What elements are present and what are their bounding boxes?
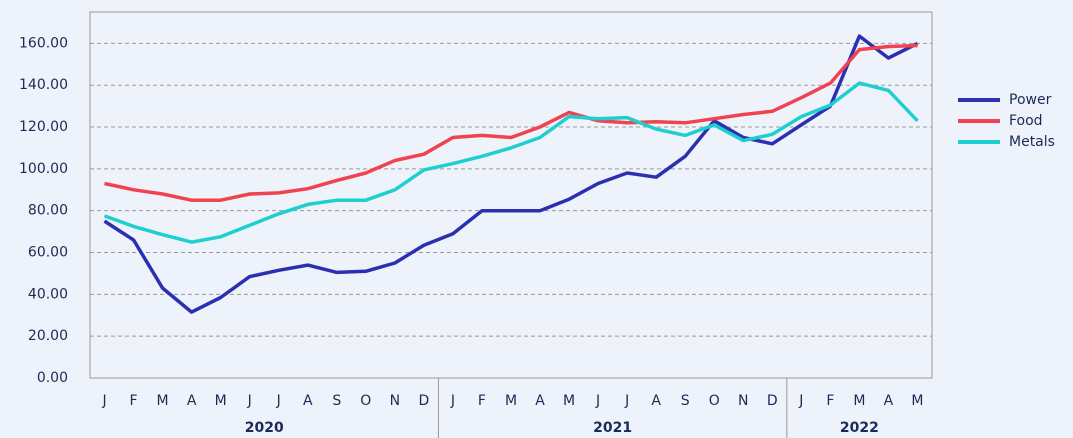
y-tick-label: 80.00 (28, 203, 68, 219)
y-tick-label: 160.00 (19, 35, 68, 51)
x-tick-label: S (332, 393, 341, 409)
x-tick-label: M (157, 393, 169, 409)
year-label: 2022 (840, 420, 879, 436)
x-tick-label: M (853, 393, 865, 409)
x-tick-label: J (595, 393, 600, 409)
x-tick-label: M (911, 393, 923, 409)
y-tick-label: 140.00 (19, 77, 68, 93)
year-label: 2020 (245, 420, 284, 436)
series-line (103, 81, 919, 244)
x-tick-label: A (187, 393, 197, 409)
y-tick-label: 40.00 (28, 286, 68, 302)
legend-label: Food (1009, 113, 1043, 129)
x-tick-label: J (247, 393, 252, 409)
x-tick-label: M (215, 393, 227, 409)
x-tick-label: J (624, 393, 629, 409)
x-tick-label: F (826, 393, 834, 409)
x-tick-label: J (101, 393, 106, 409)
legend-label: Metals (1009, 134, 1055, 150)
legend-label: Power (1009, 92, 1052, 108)
y-tick-label: 60.00 (28, 245, 68, 261)
x-tick-label: S (681, 393, 690, 409)
x-tick-label: D (419, 393, 430, 409)
series-line (103, 34, 919, 314)
x-tick-label: A (535, 393, 545, 409)
x-tick-label: J (798, 393, 803, 409)
y-tick-label: 20.00 (28, 328, 68, 344)
y-tick-label: 0.00 (37, 370, 68, 386)
x-tick-label: M (505, 393, 517, 409)
x-tick-label: A (651, 393, 661, 409)
x-tick-label: O (709, 393, 720, 409)
y-tick-label: 120.00 (19, 119, 68, 135)
x-tick-label: M (563, 393, 575, 409)
year-label: 2021 (593, 420, 632, 436)
x-tick-label: F (130, 393, 138, 409)
x-tick-label: J (450, 393, 455, 409)
x-tick-label: A (303, 393, 313, 409)
x-tick-label: O (360, 393, 371, 409)
x-tick-label: D (767, 393, 778, 409)
x-tick-label: N (390, 393, 400, 409)
x-tick-label: A (884, 393, 894, 409)
plot-frame (89, 11, 933, 379)
x-tick-label: J (276, 393, 281, 409)
y-tick-label: 100.00 (19, 161, 68, 177)
series-line (104, 43, 918, 202)
x-tick-label: N (738, 393, 748, 409)
x-tick-label: F (478, 393, 486, 409)
